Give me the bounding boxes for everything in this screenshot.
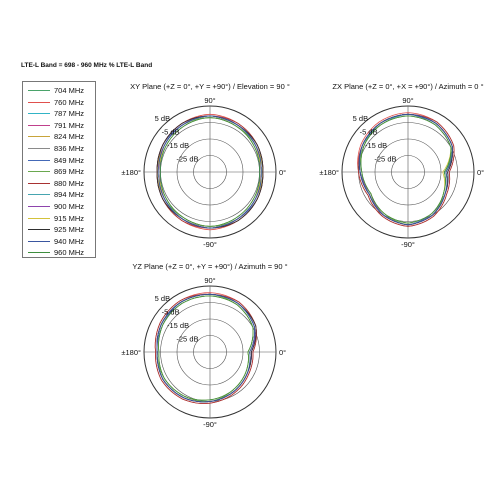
series-line [358, 113, 453, 226]
xy-plane-polar-plot: XY Plane (+Z = 0°, +Y = +90°) / Elevatio… [121, 80, 290, 250]
legend-swatch [28, 136, 50, 138]
legend-label: 894 MHz [54, 190, 85, 200]
legend-swatch [28, 124, 50, 126]
ring-label: -5 dB [162, 308, 180, 317]
legend-item: 791 MHz [23, 120, 97, 132]
ring-label: 5 dB [155, 114, 170, 123]
ring-label: -25 dB [374, 155, 396, 164]
legend-swatch [28, 148, 50, 149]
legend-item: 824 MHz [23, 131, 97, 143]
legend-item: 760 MHz [23, 97, 97, 109]
legend-item: 704 MHz [23, 85, 97, 97]
ring-label: -5 dB [360, 128, 378, 137]
legend-label: 880 MHz [54, 178, 85, 188]
legend-swatch [28, 90, 50, 91]
legend-item: 960 MHz [23, 247, 97, 259]
angle-label-top: 90° [204, 96, 215, 105]
yz-plane-polar-plot: YZ Plane (+Z = 0°, +Y = +90°) / Azimuth … [121, 260, 290, 430]
legend-swatch [28, 206, 50, 207]
ring-label: -5 dB [162, 128, 180, 137]
angle-label-left: ±180° [319, 168, 339, 177]
legend-label: 824 MHz [54, 132, 85, 142]
frequency-legend: 704 MHz 760 MHz 787 MHz 791 MHz 824 MHz 836 M… [22, 81, 96, 258]
legend-item: 894 MHz [23, 189, 97, 201]
angle-label-bottom: -90° [203, 420, 217, 429]
legend-item: 925 MHz [23, 224, 97, 236]
legend-swatch [28, 229, 50, 231]
legend-item: 836 MHz [23, 143, 97, 155]
angle-label-right: 0° [279, 348, 286, 357]
series-line [357, 113, 455, 227]
legend-label: 900 MHz [54, 202, 85, 211]
angle-label-top: 90° [402, 96, 413, 105]
series-line [159, 117, 261, 227]
legend-label: 869 MHz [54, 167, 85, 177]
legend-label: 849 MHz [54, 155, 85, 165]
yz-plane-svg: YZ Plane (+Z = 0°, +Y = +90°) / Azimuth … [121, 262, 287, 429]
legend-swatch [28, 252, 50, 254]
ring-label: -15 dB [167, 321, 189, 330]
angle-label-right: 0° [477, 168, 484, 177]
legend-swatch [28, 113, 50, 115]
ring-label: 5 dB [353, 114, 368, 123]
ring-label: -25 dB [176, 155, 198, 164]
legend-swatch [28, 194, 50, 196]
angle-label-bottom: -90° [401, 240, 415, 249]
legend-item: 940 MHz [23, 236, 97, 248]
legend-label: 704 MHz [54, 86, 85, 95]
legend-label: 836 MHz [54, 144, 85, 153]
angle-label-bottom: -90° [203, 240, 217, 249]
legend-swatch [28, 217, 50, 219]
legend-label: 960 MHz [54, 248, 85, 258]
zx-plane-svg: ZX Plane (+Z = 0°, +X = +90°) / Azimuth … [319, 82, 484, 249]
legend-label: 760 MHz [54, 97, 85, 107]
legend-label: 915 MHz [54, 213, 85, 223]
ring-label: -25 dB [176, 335, 198, 344]
legend-label: 787 MHz [54, 109, 85, 119]
figure-header: LTE-L Band = 698 - 960 MHz % LTE-L Band [21, 62, 153, 69]
angle-label-left: ±180° [121, 168, 141, 177]
ring-label: -15 dB [365, 141, 387, 150]
legend-label: 925 MHz [54, 225, 85, 235]
series-line [154, 293, 257, 404]
angle-label-right: 0° [279, 168, 286, 177]
legend-label: 940 MHz [54, 236, 85, 246]
plot-title: XY Plane (+Z = 0°, +Y = +90°) / Elevatio… [130, 82, 290, 91]
plot-title: YZ Plane (+Z = 0°, +Y = +90°) / Azimuth … [132, 262, 287, 271]
legend-swatch [28, 182, 50, 184]
legend-item: 915 MHz [23, 213, 97, 225]
legend-swatch [28, 240, 50, 242]
series-line [158, 115, 262, 229]
series-line [158, 295, 254, 401]
ring-label: 5 dB [155, 294, 170, 303]
angle-label-top: 90° [204, 276, 215, 285]
legend-swatch [28, 159, 50, 161]
legend-swatch [28, 101, 50, 103]
legend-item: 869 MHz [23, 166, 97, 178]
plot-title: ZX Plane (+Z = 0°, +X = +90°) / Azimuth … [332, 82, 483, 91]
legend-item: 849 MHz [23, 155, 97, 167]
series-line [360, 115, 452, 224]
legend-swatch [28, 171, 50, 173]
series-line [156, 293, 256, 403]
legend-item: 880 MHz [23, 178, 97, 190]
ring-label: -15 dB [167, 141, 189, 150]
xy-plane-svg: XY Plane (+Z = 0°, +Y = +90°) / Elevatio… [121, 82, 290, 249]
angle-label-left: ±180° [121, 348, 141, 357]
legend-item: 900 MHz [23, 201, 97, 213]
legend-item: 787 MHz [23, 108, 97, 120]
zx-plane-polar-plot: ZX Plane (+Z = 0°, +X = +90°) / Azimuth … [319, 80, 488, 250]
legend-label: 791 MHz [54, 120, 85, 130]
